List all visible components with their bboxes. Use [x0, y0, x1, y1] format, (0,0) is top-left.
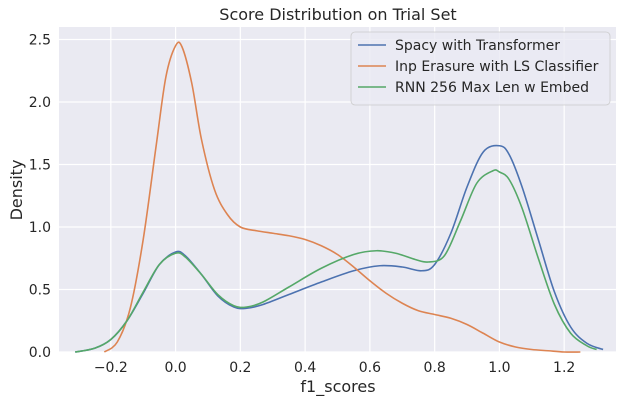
- x-tick-label: 0.0: [164, 360, 186, 376]
- x-tick-label: 0.8: [424, 360, 446, 376]
- chart-title: Score Distribution on Trial Set: [219, 5, 456, 24]
- series-lines: [75, 41, 604, 353]
- x-tick-label: 0.6: [359, 360, 381, 376]
- x-tick-label: 0.4: [294, 360, 316, 376]
- x-tick-label: −0.2: [94, 360, 128, 376]
- x-tick-label: 1.0: [488, 360, 510, 376]
- x-tick-labels: −0.2 0.0 0.2 0.4 0.6 0.8 1.0 1.2: [94, 360, 576, 376]
- legend-box: [350, 31, 611, 106]
- x-axis-label: f1_scores: [300, 377, 375, 397]
- legend-label: Spacy with Transformer: [395, 38, 560, 54]
- y-axis-label: Density: [7, 160, 26, 221]
- y-tick-label: 1.0: [29, 220, 51, 236]
- y-tick-label: 0.0: [29, 345, 51, 361]
- y-tick-label: 2.0: [29, 95, 51, 111]
- legend-label: RNN 256 Max Len w Embed: [395, 80, 589, 96]
- legend-label: Inp Erasure with LS Classifier: [395, 59, 599, 75]
- x-tick-label: 1.2: [553, 360, 575, 376]
- y-tick-label: 1.5: [29, 158, 51, 174]
- legend: Spacy with Transformer Inp Erasure with L…: [350, 31, 611, 106]
- series-line-2: [75, 169, 597, 353]
- y-tick-labels: 0.0 0.5 1.0 1.5 2.0 2.5: [29, 33, 51, 362]
- y-tick-label: 0.5: [29, 283, 51, 299]
- x-tick-label: 0.2: [229, 360, 251, 376]
- y-tick-label: 2.5: [29, 33, 51, 49]
- series-line-1: [103, 41, 581, 353]
